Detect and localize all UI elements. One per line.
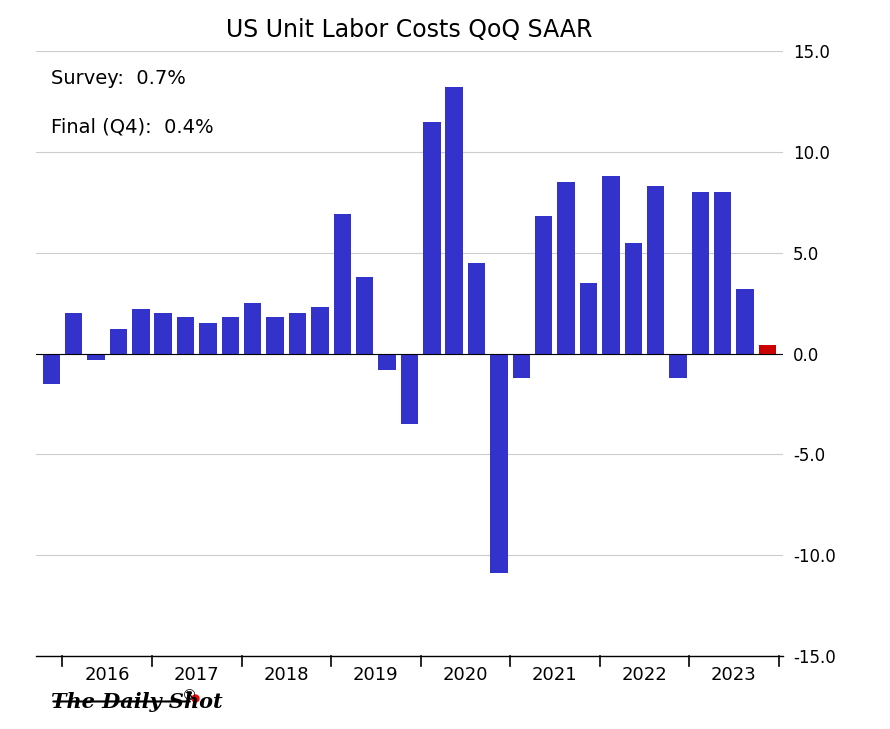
Text: Survey:  0.7%: Survey: 0.7% bbox=[51, 69, 185, 88]
Text: Final (Q4):  0.4%: Final (Q4): 0.4% bbox=[51, 117, 214, 136]
Bar bbox=[288, 313, 306, 354]
Bar bbox=[423, 122, 441, 354]
Bar bbox=[266, 317, 284, 354]
Bar bbox=[603, 176, 619, 354]
Bar bbox=[43, 354, 60, 383]
Bar bbox=[714, 192, 732, 354]
Bar bbox=[535, 217, 553, 354]
Bar bbox=[87, 354, 105, 359]
Title: US Unit Labor Costs QoQ SAAR: US Unit Labor Costs QoQ SAAR bbox=[226, 18, 593, 42]
Bar bbox=[378, 354, 396, 370]
Bar bbox=[759, 346, 776, 354]
Bar bbox=[490, 354, 507, 574]
Text: The Daily Shot: The Daily Shot bbox=[51, 693, 222, 712]
Bar bbox=[647, 186, 664, 354]
Bar bbox=[177, 317, 194, 354]
Bar bbox=[65, 313, 83, 354]
Bar bbox=[109, 330, 127, 354]
Bar bbox=[513, 354, 530, 378]
Text: ®: ® bbox=[182, 690, 197, 703]
Bar bbox=[625, 243, 642, 354]
Bar bbox=[312, 307, 328, 354]
Bar bbox=[669, 354, 687, 378]
Bar bbox=[579, 283, 597, 354]
Bar bbox=[222, 317, 239, 354]
Bar bbox=[155, 313, 172, 354]
Bar bbox=[132, 309, 150, 354]
Bar bbox=[692, 192, 709, 354]
Bar bbox=[736, 289, 754, 354]
Bar bbox=[334, 214, 351, 354]
Bar bbox=[400, 354, 418, 424]
Bar bbox=[244, 303, 262, 354]
Bar bbox=[445, 87, 463, 354]
Bar bbox=[199, 324, 216, 354]
Bar bbox=[356, 277, 374, 354]
Bar bbox=[468, 263, 485, 354]
Bar bbox=[557, 182, 575, 354]
